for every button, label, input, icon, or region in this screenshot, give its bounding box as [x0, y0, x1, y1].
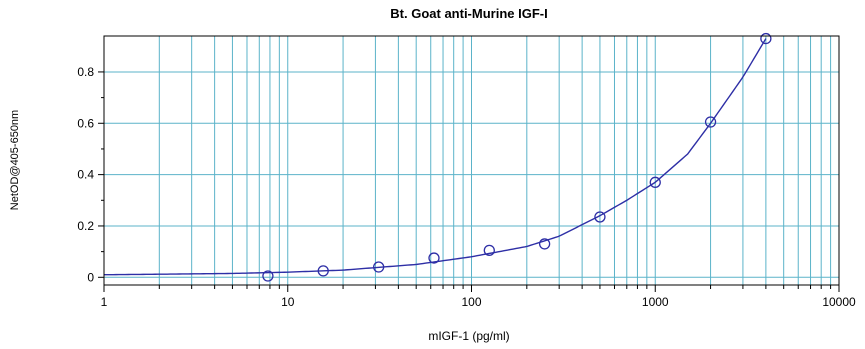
x-tick-label: 1000 [642, 295, 669, 309]
y-tick-label: 0.4 [77, 168, 94, 182]
y-tick-label: 0.2 [77, 219, 94, 233]
data-point [428, 252, 440, 264]
data-point [649, 176, 661, 188]
y-tick-label: 0.6 [77, 116, 94, 130]
fit-curve-layer [103, 38, 767, 276]
x-tick-label: 100 [461, 295, 481, 309]
y-tick-label: 0 [87, 270, 94, 284]
data-point [262, 270, 274, 282]
x-tick-label: 1 [101, 295, 108, 309]
data-points [262, 32, 772, 282]
data-point [760, 32, 772, 45]
x-axis-label: mIGF-1 (pg/ml) [428, 329, 509, 343]
data-point [704, 116, 717, 128]
x-tick-label: 10000 [822, 295, 856, 309]
y-axis: 0 0.2 0.4 0.6 0.8 [77, 65, 104, 284]
data-point [538, 238, 551, 250]
data-point [483, 244, 495, 256]
y-axis-label: NetOD@405-650nm [9, 110, 21, 210]
chart-title: Bt. Goat anti-Murine IGF-I [390, 6, 547, 21]
fit-curve-line [103, 38, 767, 276]
x-tick-label: 10 [281, 295, 295, 309]
x-axis: 1 10 100 1000 10000 [101, 285, 856, 309]
y-tick-label: 0.8 [77, 65, 94, 79]
data-point [594, 211, 606, 223]
data-point [373, 261, 385, 273]
data-point [317, 265, 329, 277]
grid-lines [104, 36, 839, 285]
